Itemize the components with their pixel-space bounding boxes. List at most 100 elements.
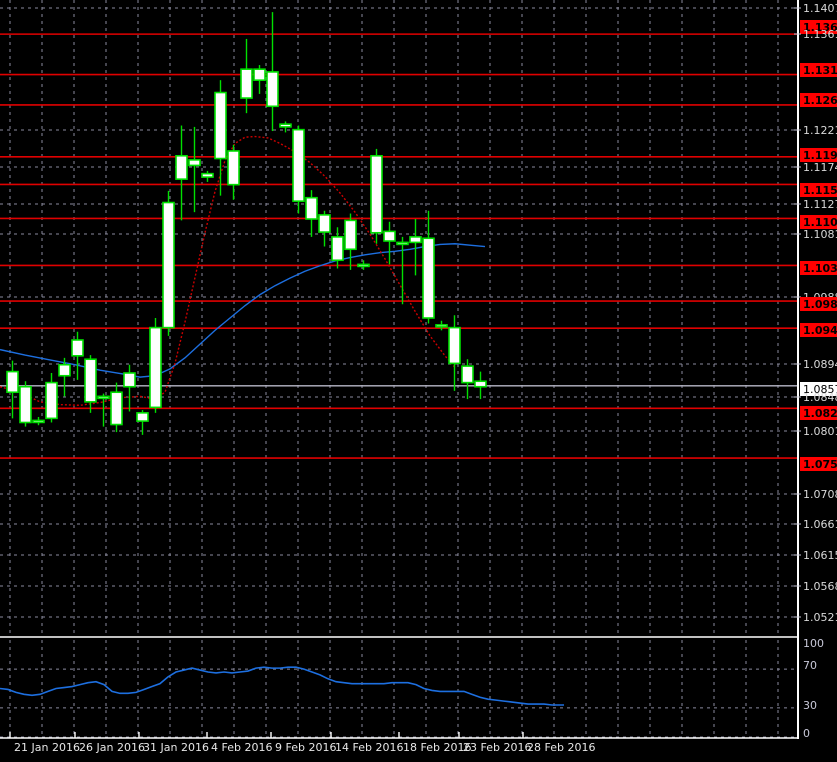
rsi-axis-label: 70 (803, 659, 817, 672)
candlestick[interactable] (58, 363, 71, 377)
price-level-label-bg[interactable] (800, 406, 837, 420)
candlestick[interactable] (253, 68, 266, 81)
candlestick[interactable] (175, 154, 188, 180)
rsi-axis-label: 30 (803, 699, 817, 712)
candlestick[interactable] (162, 201, 175, 329)
price-axis-labels[interactable]: 1.14070 1.136901.13610 1.13101 1.12659 1.122… (794, 2, 837, 624)
price-level-label[interactable]: 1.09807 (803, 298, 837, 311)
price-level-label-bg[interactable] (800, 63, 837, 77)
price-axis-label: 1.14070 (803, 2, 837, 15)
price-level-lines[interactable] (0, 33, 798, 459)
candlestick[interactable] (266, 71, 279, 108)
candlestick[interactable] (292, 128, 305, 202)
price-level-label[interactable]: 1.07522 (803, 458, 837, 471)
price-level-label[interactable]: 1.08246 (803, 407, 837, 420)
candlestick[interactable] (396, 241, 409, 246)
price-level-label[interactable]: 1.11503 (803, 184, 837, 197)
rsi-line (0, 666, 564, 706)
price-level-label[interactable]: 1.11009 (803, 216, 837, 229)
candlestick[interactable] (6, 370, 19, 394)
candlestick[interactable] (370, 154, 383, 234)
candlestick[interactable] (383, 230, 396, 242)
price-axis-label: 1.06610 (803, 518, 837, 531)
date-axis-label: 9 Feb 2016 (275, 741, 336, 754)
rsi-axis-label: 100 (803, 637, 824, 650)
candlestick[interactable] (474, 380, 487, 388)
candlestick[interactable] (240, 68, 253, 99)
rsi-axis-label: 0 (803, 727, 810, 740)
candlestick[interactable] (110, 391, 123, 426)
rsi-indicator-panel (0, 636, 798, 706)
candlestick[interactable] (357, 263, 370, 268)
price-level-label-bg[interactable] (800, 93, 837, 107)
price-axis-label: 1.07080 (803, 488, 837, 501)
candlestick-series[interactable] (6, 12, 487, 435)
candlestick[interactable] (422, 237, 435, 319)
price-level-label[interactable]: 1.10325 (803, 262, 837, 275)
candlestick[interactable] (32, 419, 45, 424)
candlestick[interactable] (461, 365, 474, 384)
date-axis-label: 26 Jan 2016 (79, 741, 145, 754)
price-axis-label: 1.10810 (803, 228, 837, 241)
current-price-label[interactable]: 1.08574 (803, 383, 837, 396)
candlestick[interactable] (214, 91, 227, 160)
candlestick[interactable] (19, 385, 32, 424)
candlestick[interactable] (45, 381, 58, 420)
date-axis-label: 18 Feb 2016 (403, 741, 471, 754)
candlestick[interactable] (435, 324, 448, 328)
candlestick[interactable] (227, 150, 240, 186)
price-level-label-bg[interactable] (800, 297, 837, 311)
candlestick[interactable] (279, 123, 292, 128)
price-axis-label: 1.11740 (803, 161, 837, 174)
candlestick[interactable] (448, 326, 461, 365)
candlestick[interactable] (188, 159, 201, 167)
price-axis-label: 1.13610 (803, 28, 837, 41)
candlestick[interactable] (305, 196, 318, 220)
candlestick[interactable] (149, 326, 162, 409)
price-level-label-bg[interactable] (800, 323, 837, 337)
price-axis-label: 1.05680 (803, 580, 837, 593)
price-axis-label: 1.06150 (803, 549, 837, 562)
price-axis-label: 1.12210 (803, 124, 837, 137)
rsi-axis-labels: 100 70 30 0 (803, 637, 824, 740)
price-level-label[interactable]: 1.13690 (803, 21, 837, 34)
candlestick[interactable] (136, 412, 149, 422)
candlestick[interactable] (318, 214, 331, 233)
candlestick[interactable] (84, 358, 97, 403)
date-axis-label: 21 Jan 2016 (14, 741, 80, 754)
date-axis-label: 14 Feb 2016 (335, 741, 403, 754)
price-level-label-bg[interactable] (800, 20, 837, 34)
date-axis-label: 4 Feb 2016 (211, 741, 272, 754)
price-axis-label: 1.11270 (803, 198, 837, 211)
price-level-label-bg[interactable] (800, 183, 837, 197)
price-level-label-bg[interactable] (800, 457, 837, 471)
price-axis-label: 1.08940 (803, 358, 837, 371)
candlestick[interactable] (409, 236, 422, 244)
candlestick[interactable] (123, 372, 136, 388)
candlestick[interactable] (71, 339, 84, 357)
price-level-label-bg[interactable] (800, 215, 837, 229)
price-level-label[interactable]: 1.13101 (803, 64, 837, 77)
price-level-label-bg[interactable] (800, 148, 837, 162)
price-axis-label: 1.08480 (803, 391, 837, 404)
price-level-label[interactable]: 1.12659 (803, 94, 837, 107)
candlestick[interactable] (344, 219, 357, 251)
date-axis-label: 23 Feb 2016 (463, 741, 531, 754)
date-axis-label: 28 Feb 2016 (527, 741, 595, 754)
price-axis-label: 1.08010 (803, 425, 837, 438)
price-level-label[interactable]: 1.11905 (803, 149, 837, 162)
date-axis-label: 31 Jan 2016 (143, 741, 209, 754)
current-price-label-bg[interactable] (800, 382, 837, 396)
candlestick[interactable] (97, 395, 110, 400)
price-level-label-bg[interactable] (800, 261, 837, 275)
ma-slow-line (0, 243, 486, 378)
candlestick[interactable] (201, 172, 214, 178)
candlestick[interactable] (331, 236, 344, 262)
price-level-label[interactable]: 1.09412 (803, 324, 837, 337)
moving-averages (0, 135, 486, 406)
